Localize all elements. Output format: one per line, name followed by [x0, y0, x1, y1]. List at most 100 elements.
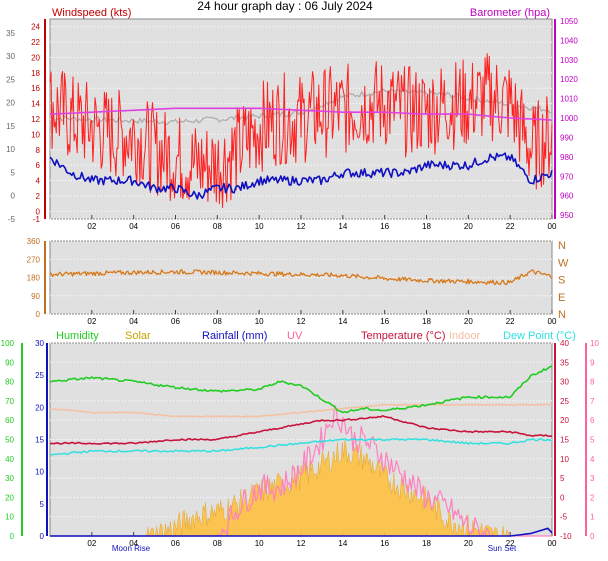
- legend-entry: Indoor: [449, 330, 481, 342]
- legend-entry: Humidity: [56, 330, 99, 342]
- x-axis-label: 06: [171, 539, 180, 548]
- x-axis-label: 12: [297, 539, 306, 548]
- barometer-axis-tick-label: 1030: [560, 56, 578, 65]
- x-axis-label: 08: [213, 539, 222, 548]
- x-axis-label: 00: [548, 539, 557, 548]
- windspeed-axis-tick-label: 22: [31, 38, 40, 47]
- barometer-axis-tick-label: 970: [560, 172, 574, 181]
- temperature-axis-tick-label: 15: [560, 436, 569, 445]
- humidity-axis-tick-label: 0: [10, 532, 15, 541]
- x-axis-label: 16: [380, 222, 389, 231]
- rainfall-axis-tick-label: 5: [40, 500, 45, 509]
- legend-entry: Temperature (°C): [361, 330, 445, 342]
- astro-annotation: Sun Set: [488, 544, 517, 553]
- temperature-trace: [49, 414, 553, 445]
- windspeed-axis-tick-label: -1: [33, 215, 41, 224]
- x-axis-label: 08: [213, 317, 222, 326]
- x-axis-label: 20: [464, 317, 473, 326]
- x-axis-label: 04: [129, 539, 138, 548]
- x-axis-label: 10: [255, 222, 264, 231]
- temperature-axis-tick-label: 20: [560, 416, 569, 425]
- x-axis-label: 22: [506, 539, 515, 548]
- rainfall-axis-tick-label: 30: [35, 339, 44, 348]
- barometer-axis-tick-label: 1040: [560, 36, 578, 45]
- uv-axis-tick-label: 5: [590, 436, 595, 445]
- barometer-axis-title: Barometer (hpa): [470, 7, 550, 19]
- uv-axis-tick-label: 10: [590, 339, 599, 348]
- outer-left-axis-tick-label: 35: [6, 29, 15, 38]
- x-axis-label: 02: [87, 222, 96, 231]
- uv-axis-tick-label: 4: [590, 455, 595, 464]
- x-axis-label: 10: [255, 317, 264, 326]
- windspeed-trace: [49, 152, 553, 200]
- windspeed-axis-tick-label: 6: [36, 161, 41, 170]
- barometer-axis-tick-label: 1000: [560, 114, 578, 123]
- rainfall-axis-tick-label: 0: [40, 532, 45, 541]
- x-axis-label: 02: [87, 317, 96, 326]
- barometer-axis-tick-label: 960: [560, 192, 574, 201]
- direction-cardinal-label: W: [558, 257, 569, 269]
- windspeed-axis-tick-label: 0: [36, 207, 41, 216]
- direction-cardinal-label: E: [558, 292, 565, 304]
- temperature-axis-tick-label: -5: [560, 513, 568, 522]
- x-axis-label: 14: [338, 317, 347, 326]
- barometer-axis-tick-label: 950: [560, 211, 574, 220]
- x-axis-label: 16: [380, 317, 389, 326]
- x-axis-label: 00: [548, 222, 557, 231]
- x-axis-label: 18: [422, 222, 431, 231]
- temperature-axis-tick-label: 40: [560, 339, 569, 348]
- outer-left-axis-tick-label: 15: [6, 122, 15, 131]
- wind-barometer-panel: -505101520253035-10246810121416182022249…: [6, 7, 578, 231]
- uv-axis-tick-label: 6: [590, 416, 595, 425]
- windspeed-axis-tick-label: 20: [31, 53, 40, 62]
- x-axis-label: 14: [338, 539, 347, 548]
- direction-axis-tick-label: 90: [31, 292, 40, 301]
- x-axis-label: 18: [422, 539, 431, 548]
- direction-trace: [49, 269, 553, 286]
- x-axis-label: 02: [87, 539, 96, 548]
- x-axis-label: 18: [422, 317, 431, 326]
- windspeed-axis-tick-label: 8: [36, 146, 41, 155]
- humidity-axis-tick-label: 80: [5, 378, 14, 387]
- direction-cardinal-label: S: [558, 275, 565, 287]
- x-axis-label: 22: [506, 222, 515, 231]
- x-axis-label: 04: [129, 222, 138, 231]
- windspeed-axis-title: Windspeed (kts): [52, 7, 131, 19]
- uv-axis-tick-label: 0: [590, 532, 595, 541]
- outer-left-axis-tick-label: 10: [6, 145, 15, 154]
- barometer-axis-tick-label: 980: [560, 153, 574, 162]
- barometer-axis-tick-label: 1010: [560, 95, 578, 104]
- uv-axis-tick-label: 9: [590, 358, 595, 367]
- temperature-axis-tick-label: 10: [560, 455, 569, 464]
- legend-entry: Dew Point (°C): [503, 330, 576, 342]
- barometer-axis-tick-label: 1050: [560, 17, 578, 26]
- dewpoint-trace: [49, 437, 552, 456]
- temperature-axis-tick-label: 35: [560, 358, 569, 367]
- windspeed-axis-tick-label: 18: [31, 69, 40, 78]
- gust-trace: [49, 53, 553, 208]
- x-axis-label: 00: [548, 317, 557, 326]
- windspeed-axis-tick-label: 12: [31, 115, 40, 124]
- direction-axis-tick-label: 360: [27, 237, 41, 246]
- temperature-axis-tick-label: 25: [560, 397, 569, 406]
- temperature-axis-tick-label: 5: [560, 474, 565, 483]
- windspeed-axis-tick-label: 2: [36, 192, 41, 201]
- barometer-axis-tick-label: 1020: [560, 75, 578, 84]
- humidity-axis-tick-label: 100: [1, 339, 15, 348]
- temperature-axis-tick-label: 0: [560, 493, 565, 502]
- outer-left-axis-tick-label: 5: [11, 168, 16, 177]
- x-axis-label: 20: [464, 222, 473, 231]
- x-axis-label: 12: [297, 317, 306, 326]
- direction-cardinal-label: N: [558, 309, 566, 321]
- panel-background: [49, 240, 553, 315]
- uv-axis-tick-label: 7: [590, 397, 595, 406]
- temperature-axis-tick-label: -10: [560, 532, 572, 541]
- direction-axis-tick-label: 0: [36, 310, 41, 319]
- x-axis-label: 22: [506, 317, 515, 326]
- astro-annotation: Moon Rise: [112, 544, 151, 553]
- x-axis-label: 10: [255, 539, 264, 548]
- windspeed-axis-tick-label: 10: [31, 130, 40, 139]
- outer-left-axis-tick-label: 0: [11, 192, 16, 201]
- uv-axis-tick-label: 1: [590, 513, 595, 522]
- humidity-axis-tick-label: 20: [5, 493, 14, 502]
